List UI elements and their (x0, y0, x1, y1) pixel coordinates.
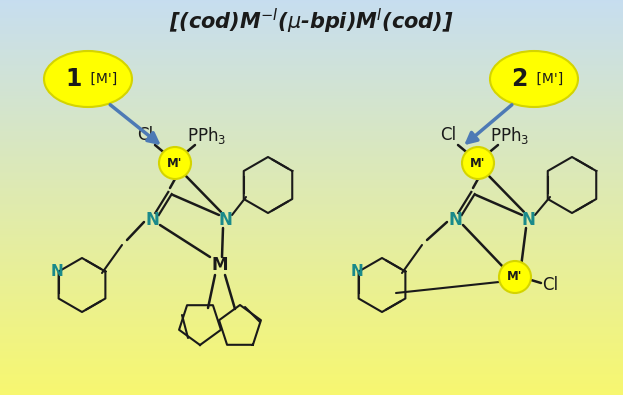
Text: Cl: Cl (137, 126, 153, 144)
Text: N: N (218, 211, 232, 229)
Text: PPh$_3$: PPh$_3$ (188, 124, 227, 145)
Text: N: N (145, 211, 159, 229)
Ellipse shape (44, 51, 132, 107)
Text: M: M (212, 256, 228, 274)
Text: M': M' (470, 156, 486, 169)
Circle shape (462, 147, 494, 179)
Text: M': M' (168, 156, 183, 169)
Ellipse shape (490, 51, 578, 107)
Text: N: N (50, 263, 64, 278)
Text: Cl: Cl (440, 126, 456, 144)
Text: N: N (448, 211, 462, 229)
Text: M': M' (507, 271, 523, 284)
Text: 2: 2 (511, 67, 528, 91)
Text: [(cod)M$^{-I}$($\mu$-bpi)M$^{I}$(cod)]: [(cod)M$^{-I}$($\mu$-bpi)M$^{I}$(cod)] (169, 6, 454, 36)
Circle shape (499, 261, 531, 293)
Circle shape (159, 147, 191, 179)
Text: N: N (521, 211, 535, 229)
Text: 1: 1 (65, 67, 82, 91)
Text: [M']: [M'] (532, 72, 563, 86)
Text: N: N (351, 263, 363, 278)
Text: [M']: [M'] (86, 72, 117, 86)
Text: PPh$_3$: PPh$_3$ (490, 124, 530, 145)
Text: Cl: Cl (542, 276, 558, 294)
